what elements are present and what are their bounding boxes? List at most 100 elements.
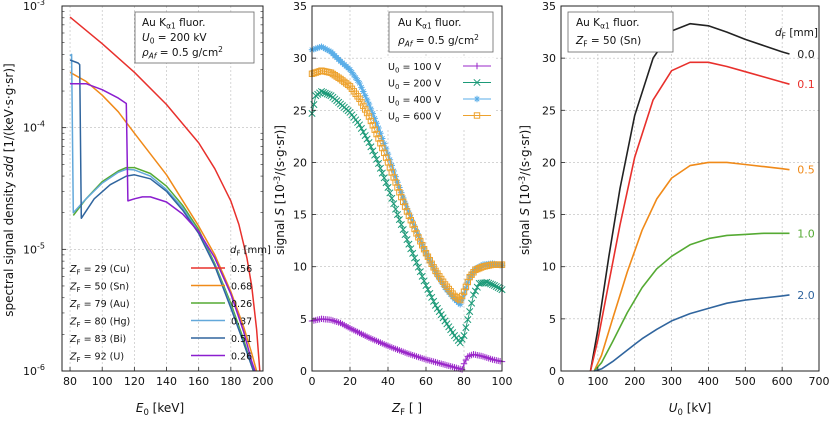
p1-xtick-label: 160 [188, 375, 209, 388]
p2-marker-2 [360, 88, 367, 95]
p2-marker-2 [356, 79, 363, 87]
p2-marker-1 [433, 304, 441, 312]
p2-legend-label-3: U0 = 600 V [388, 112, 442, 125]
panel-signal-vs-z: 0 20 40 60 80 100 0 5 10 15 20 25 30 35 Au Kα1 fluor.… [273, 0, 513, 418]
p1-xtick-label: 180 [220, 375, 241, 388]
p2-marker-1 [323, 90, 331, 98]
p2-marker-2 [396, 184, 403, 191]
p1-ytick-label: 10-6 [23, 363, 45, 378]
p3-curve-label-0: 0.0 [797, 48, 815, 61]
p2-ytick-label: 10 [293, 261, 307, 274]
p1-legend-thickness-5: 0.26 [231, 352, 252, 363]
p2-marker-2 [363, 96, 371, 104]
p2-marker-3 [409, 221, 416, 228]
p2-marker-3 [422, 249, 430, 257]
p2-legend-bg [384, 58, 494, 128]
p2-marker-1 [435, 308, 443, 316]
panel-signal-vs-voltage: 0 100 200 300 400 500 600 700 0 5 10 15 20 25 30 35 Au … [518, 0, 830, 418]
p2-xtick-label: 40 [381, 375, 395, 388]
p2-marker-1 [458, 335, 466, 343]
p2-marker-1 [437, 311, 445, 319]
p2-marker-2 [367, 105, 375, 113]
p2-marker-1 [424, 285, 432, 294]
p2-marker-3 [381, 149, 388, 157]
p3-ytick-label: 20 [542, 156, 556, 169]
p2-marker-1 [378, 169, 386, 177]
p1-legend-header: dF [mm] [230, 245, 271, 258]
p2-marker-3 [358, 99, 365, 106]
p3-legend-header: dF [mm] [775, 27, 818, 41]
p2-marker-3 [398, 193, 405, 201]
p3-ytick-label: 35 [542, 0, 556, 13]
p2-marker-1 [494, 284, 502, 292]
p2-marker-3 [411, 225, 418, 233]
p2-marker-1 [363, 135, 371, 143]
p2-curves [308, 43, 506, 373]
p1-legend-thickness-2: 0.26 [231, 299, 252, 310]
p2-marker-1 [439, 314, 447, 322]
p2-ytick-label: 0 [300, 365, 307, 378]
p2-marker-1 [399, 226, 407, 234]
p2-marker-3 [420, 245, 428, 253]
p2-marker-1 [376, 164, 384, 172]
p2-marker-2 [316, 44, 323, 51]
p3-ytick-label: 0 [549, 365, 556, 378]
p1-legend-thickness-3: 0.37 [231, 317, 252, 328]
p2-marker-1 [369, 147, 377, 155]
p1-ylabel: spectral signal density sdd [1/(keV·s·g·… [2, 63, 16, 316]
p3-curves [589, 22, 790, 372]
p3-xtick-label: 700 [809, 375, 830, 388]
p3-curve-label-2: 0.5 [797, 164, 815, 177]
p2-marker-2 [369, 110, 376, 117]
p2-marker-2 [358, 84, 365, 91]
p3-ytick-label: 10 [542, 261, 556, 274]
p2-marker-1 [488, 281, 497, 289]
p2-marker-2 [346, 66, 354, 73]
p2-marker-1 [411, 254, 419, 262]
p2-xtick-label: 60 [419, 375, 433, 388]
p3-frame [560, 5, 820, 372]
p2-xtick-label: 100 [492, 375, 513, 388]
p2-marker-3 [458, 292, 466, 300]
p2-marker-3 [419, 242, 426, 249]
p2-marker-3 [363, 109, 371, 117]
p2-marker-3 [405, 212, 413, 220]
p1-series-line-4 [69, 59, 255, 372]
p1-annotation-line2: U0 = 200 kV [142, 32, 207, 46]
p2-marker-1 [395, 216, 403, 224]
p3-series-line-2 [593, 161, 790, 372]
p3-ytick-label: 25 [542, 104, 556, 117]
p2-marker-2 [382, 145, 390, 153]
p3-xtick-label: 600 [772, 375, 793, 388]
p2-annotation-line1: Au Kα1 fluor. [398, 17, 462, 31]
p2-marker-3 [407, 217, 415, 224]
p2-marker-1 [412, 258, 421, 267]
p2-marker-2 [377, 130, 384, 137]
p1-annotation-line1: Au Kα1 fluor. [142, 17, 206, 31]
p1-annotation-line3: ρAf = 0.5 g/cm2 [142, 45, 223, 61]
p2-marker-1 [388, 194, 396, 202]
p2-marker-1 [431, 301, 440, 309]
p2-legend-marker-2 [473, 95, 481, 103]
p2-marker-1 [420, 277, 428, 285]
p2-marker-2 [398, 189, 405, 196]
p2-marker-2 [474, 264, 481, 271]
p3-series-line-4 [593, 294, 790, 372]
p1-xtick-label: 140 [156, 375, 177, 388]
p2-marker-1 [321, 89, 329, 97]
p1-legend-thickness-4: 0.51 [231, 334, 252, 345]
p2-marker-3 [401, 203, 409, 210]
p2-xlabel: ZF [ ] [391, 401, 422, 418]
p1-legend-label-1: ZF = 50 (Sn) [69, 282, 129, 295]
p2-legend-marker-3 [473, 112, 481, 119]
p2-marker-1 [407, 245, 415, 253]
p2-marker-1 [371, 151, 379, 159]
p2-marker-2 [388, 162, 395, 169]
p2-marker-1 [468, 299, 476, 307]
p2-marker-2 [310, 45, 318, 53]
p2-ytick-label: 35 [293, 0, 307, 13]
p1-xtick-label: 80 [63, 375, 77, 388]
p2-marker-2 [401, 199, 409, 207]
p2-marker-3 [430, 264, 437, 271]
p1-ytick-label: 10-3 [23, 0, 45, 13]
